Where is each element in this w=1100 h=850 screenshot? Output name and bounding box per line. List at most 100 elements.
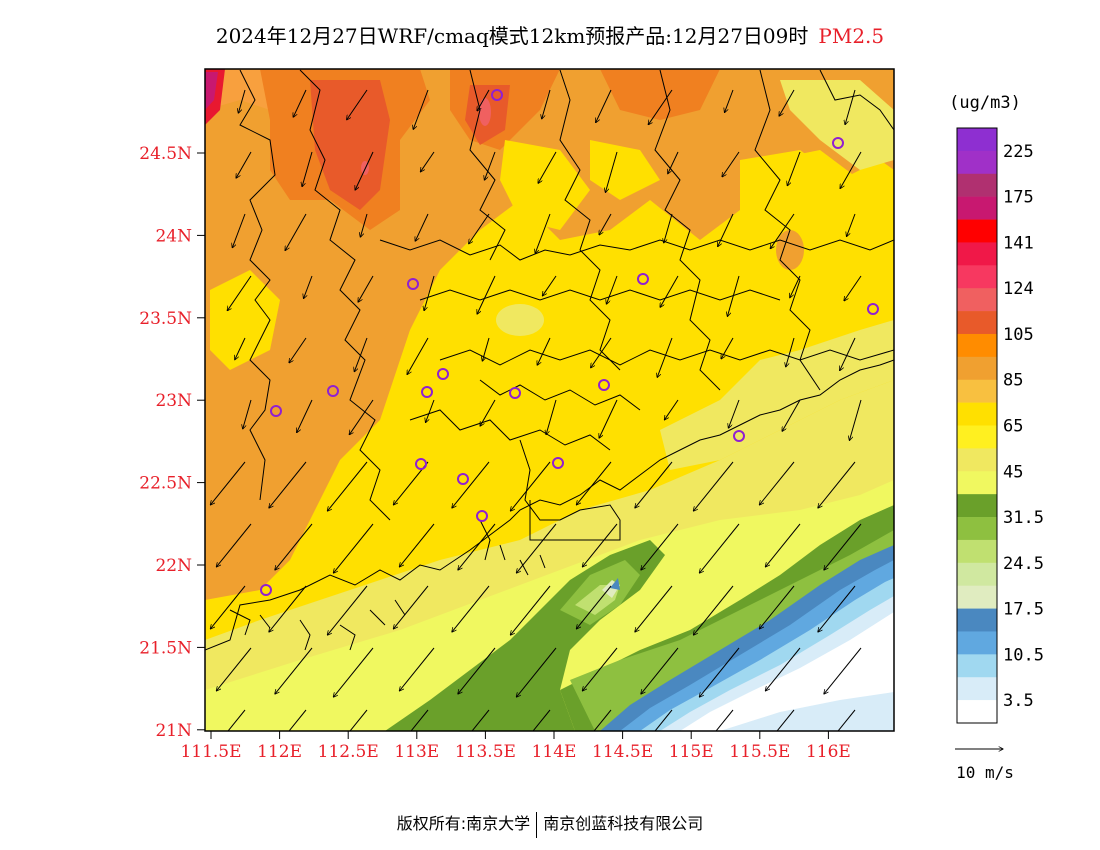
footer-company: 南京创蓝科技有限公司 xyxy=(543,814,704,833)
legend-swatch xyxy=(957,700,997,724)
legend-swatch xyxy=(957,333,997,358)
wind-arrow xyxy=(349,709,368,731)
legend-swatch xyxy=(957,562,997,586)
station-marker xyxy=(867,303,879,315)
wind-arrow xyxy=(452,585,490,632)
wind-arrow xyxy=(275,647,313,694)
wind-arrow xyxy=(728,399,740,428)
legend-swatch xyxy=(957,677,997,701)
station-marker xyxy=(832,137,844,149)
title-pollutant: PM2.5 xyxy=(818,24,885,48)
wind-arrow xyxy=(293,89,307,117)
wind-arrow xyxy=(776,709,795,731)
wind-reference-label: 10 m/s xyxy=(956,763,1014,782)
wind-arrow xyxy=(216,647,252,691)
wind-arrow xyxy=(840,151,862,188)
wind-arrow xyxy=(275,523,313,570)
wind-arrow xyxy=(787,151,801,186)
legend-label: 10.5 xyxy=(1003,645,1044,665)
color-legend: 225 175 141 124 105 85 65 45 31.5 24.5 17.5 10.5 3.5 xyxy=(956,127,1044,724)
wind-arrow xyxy=(605,151,618,192)
legend-label: 65 xyxy=(1003,417,1023,437)
wind-arrow xyxy=(415,213,429,241)
wind-vector-field xyxy=(210,89,862,731)
wind-arrow xyxy=(576,461,612,505)
wind-arrow xyxy=(484,151,496,180)
wind-arrow xyxy=(725,89,734,112)
wind-arrow xyxy=(333,523,374,573)
wind-arrow xyxy=(770,213,795,249)
legend-swatch xyxy=(957,356,997,381)
legend-swatch xyxy=(957,311,997,335)
wind-arrow xyxy=(288,709,307,731)
wind-arrow xyxy=(718,213,734,247)
wind-arrow xyxy=(510,585,551,635)
wind-arrow xyxy=(715,709,734,731)
station-marker xyxy=(476,510,488,522)
wind-arrow xyxy=(721,337,734,359)
legend-swatch xyxy=(957,402,997,426)
legend-label: 225 xyxy=(1003,142,1034,162)
wind-arrow xyxy=(818,585,856,632)
station-marker xyxy=(491,89,503,101)
wind-arrow xyxy=(327,461,368,511)
legend-swatch xyxy=(957,196,997,220)
wind-arrow xyxy=(232,213,246,248)
station-marker xyxy=(260,584,272,596)
legend-swatch xyxy=(957,631,997,655)
wind-arrow xyxy=(413,89,429,129)
lon-tick-label: 112E xyxy=(257,742,302,762)
wind-arrow xyxy=(654,709,673,731)
wind-arrow xyxy=(426,399,435,422)
lon-tick-label: 115.5E xyxy=(729,742,790,762)
wind-arrow xyxy=(532,709,551,731)
wind-arrow xyxy=(599,399,618,438)
wind-arrow xyxy=(582,523,618,567)
wind-arrow xyxy=(693,585,734,635)
wind-arrow xyxy=(641,647,679,694)
wind-arrow xyxy=(516,647,557,697)
legend-label: 85 xyxy=(1003,371,1023,391)
wind-arrow xyxy=(535,213,551,253)
legend-swatch xyxy=(957,425,997,449)
wind-arrow xyxy=(765,523,801,567)
station-marker xyxy=(270,405,282,417)
wind-arrow xyxy=(304,275,313,298)
legend-swatch xyxy=(957,517,997,541)
lat-tick-label: 21N xyxy=(155,721,192,741)
wind-arrow xyxy=(790,275,801,298)
wind-arrow xyxy=(227,709,246,731)
wind-arrow xyxy=(840,337,856,371)
wind-arrow xyxy=(399,523,435,567)
wind-arrow xyxy=(635,585,673,632)
wind-arrow xyxy=(302,151,313,187)
wind-arrow xyxy=(407,337,429,374)
wind-arrow xyxy=(576,585,612,629)
lat-tick-label: 22.5N xyxy=(139,474,192,494)
legend-swatch xyxy=(957,288,997,312)
wind-arrow xyxy=(664,399,679,420)
legend-swatch xyxy=(957,265,997,289)
wind-arrow xyxy=(582,647,618,691)
latitude-axis: 24.5N 24N 23.5N 23N 22.5N 22N 21.5N 21N xyxy=(139,144,205,741)
lat-tick-label: 21.5N xyxy=(139,638,192,658)
wind-arrow xyxy=(786,337,795,367)
wind-arrow xyxy=(458,647,496,694)
wind-arrow xyxy=(355,151,374,190)
station-marker xyxy=(415,458,427,470)
wind-arrow xyxy=(657,337,673,377)
wind-arrow xyxy=(297,399,313,433)
wind-arrow xyxy=(269,461,307,508)
footer-separator xyxy=(536,811,538,838)
wind-arrow xyxy=(236,151,252,178)
legend-label: 24.5 xyxy=(1003,554,1044,574)
station-markers xyxy=(260,89,879,596)
station-marker xyxy=(552,457,564,469)
wind-arrow xyxy=(765,647,801,691)
wind-arrow xyxy=(779,89,795,116)
figure-title: 2024年12月27日WRF/cmaq模式12km预报产品:12月27日09时 P… xyxy=(0,20,1100,49)
wind-arrow xyxy=(269,585,307,632)
station-marker xyxy=(327,385,339,397)
lon-tick-label: 113E xyxy=(394,742,439,762)
